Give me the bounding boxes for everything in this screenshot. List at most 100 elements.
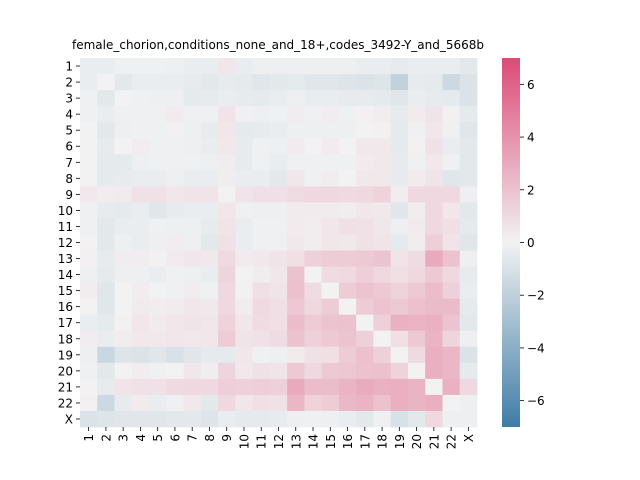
heatmap-cell [356, 154, 374, 171]
heatmap-cell [459, 122, 478, 139]
heatmap-cell [252, 122, 271, 139]
heatmap-cell [218, 362, 236, 380]
column-tick-label: 17 [358, 434, 372, 449]
heatmap-cell [80, 218, 98, 235]
heatmap-cell [166, 282, 184, 300]
column-tick-label: 10 [237, 434, 251, 449]
heatmap-cell [80, 314, 98, 332]
heatmap-cell [114, 74, 133, 91]
heatmap-cell [269, 394, 288, 412]
heatmap-cell [459, 170, 478, 187]
column-tick-label: 4 [134, 434, 148, 442]
heatmap-cell [252, 314, 271, 332]
heatmap-cell [390, 394, 409, 412]
column-tick-label: 11 [255, 434, 269, 449]
row-tick-label: 18 [58, 332, 73, 346]
heatmap-cell [235, 170, 254, 187]
heatmap-cell [131, 154, 150, 171]
heatmap-cell [390, 298, 409, 316]
heatmap-cell [80, 394, 98, 412]
heatmap-cell [321, 298, 340, 316]
heatmap-cell [459, 74, 478, 91]
heatmap-cell [149, 298, 167, 316]
heatmap-cell [183, 298, 202, 316]
row-tick-label: 6 [65, 140, 73, 154]
heatmap-cell [459, 266, 478, 284]
heatmap-cell [114, 202, 133, 219]
heatmap-cell [131, 250, 150, 267]
heatmap-cell [97, 346, 115, 364]
heatmap-cell [97, 234, 115, 251]
heatmap-cell [183, 90, 202, 107]
heatmap-cell [149, 410, 167, 428]
heatmap-cell [425, 90, 443, 107]
heatmap-cell [200, 186, 219, 203]
heatmap-cell [338, 234, 357, 251]
heatmap-cell [80, 170, 98, 187]
heatmap-cell [442, 330, 461, 348]
heatmap-cell [304, 378, 323, 396]
heatmap-cell [321, 394, 340, 412]
heatmap-cell [218, 378, 236, 396]
heatmap-cell [321, 378, 340, 396]
heatmap-cell [425, 410, 443, 428]
heatmap-cell [131, 186, 150, 203]
heatmap-cell [131, 90, 150, 107]
heatmap-cell [200, 266, 219, 284]
heatmap-cell [131, 138, 150, 155]
heatmap-cell [356, 314, 374, 332]
heatmap-cell [218, 202, 236, 219]
heatmap-cell [321, 218, 340, 235]
heatmap-cell [80, 362, 98, 380]
heatmap-cell [269, 90, 288, 107]
heatmap-cell [200, 346, 219, 364]
heatmap-cell [373, 282, 392, 300]
heatmap-cell [287, 138, 305, 155]
heatmap-cell [373, 138, 392, 155]
heatmap-cell [373, 378, 392, 396]
column-tick-label: 12 [272, 434, 286, 449]
heatmap-cell [97, 410, 115, 428]
heatmap-cell [166, 314, 184, 332]
heatmap-cell [425, 298, 443, 316]
heatmap-cell [200, 250, 219, 267]
heatmap-cell [114, 138, 133, 155]
column-tick-label: 8 [203, 434, 217, 442]
heatmap-cell [252, 266, 271, 284]
heatmap-cell [425, 74, 443, 91]
heatmap-cell [442, 154, 461, 171]
heatmap-cell [235, 346, 254, 364]
heatmap-cell [407, 58, 426, 75]
heatmap-cell [183, 58, 202, 75]
heatmap-cell [252, 202, 271, 219]
heatmap-cell [304, 266, 323, 284]
heatmap-cell [373, 154, 392, 171]
heatmap-cell [390, 330, 409, 348]
heatmap-cell [252, 298, 271, 316]
heatmap-cell [218, 74, 236, 91]
heatmap-cell [97, 298, 115, 316]
heatmap-cell [149, 346, 167, 364]
heatmap-cell [407, 298, 426, 316]
heatmap-cell [200, 330, 219, 348]
heatmap-cell [338, 218, 357, 235]
heatmap-cell [373, 362, 392, 380]
heatmap-cell [218, 90, 236, 107]
heatmap-cell [235, 266, 254, 284]
column-tick-label: 20 [410, 434, 424, 449]
heatmap-cell [287, 282, 305, 300]
heatmap-cell [235, 362, 254, 380]
heatmap-cell [459, 90, 478, 107]
heatmap-cell [183, 122, 202, 139]
heatmap-cell [80, 122, 98, 139]
heatmap-cell [235, 378, 254, 396]
heatmap-cell [80, 234, 98, 251]
heatmap-cell [459, 234, 478, 251]
heatmap-cell [269, 186, 288, 203]
heatmap-cell [356, 410, 374, 428]
heatmap-cell [425, 314, 443, 332]
heatmap-cell [166, 74, 184, 91]
heatmap-cell [131, 362, 150, 380]
heatmap-cell [252, 410, 271, 428]
heatmap-cell [390, 138, 409, 155]
